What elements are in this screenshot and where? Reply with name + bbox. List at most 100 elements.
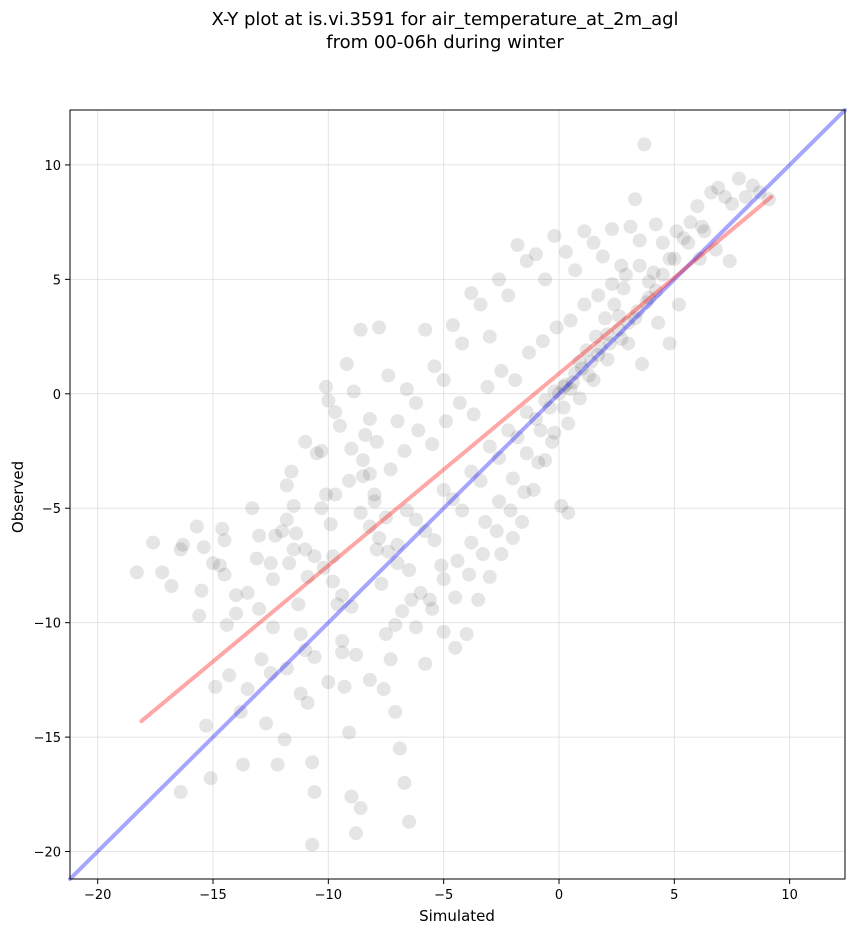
data-point (173, 785, 188, 800)
data-point (711, 180, 726, 195)
data-point (586, 373, 601, 388)
data-point (362, 466, 377, 481)
data-point (605, 222, 620, 237)
data-point (203, 771, 218, 786)
data-point (355, 453, 370, 468)
data-point (372, 320, 387, 335)
data-point (547, 384, 562, 399)
data-point (605, 276, 620, 291)
data-point (342, 473, 357, 488)
data-point (584, 354, 599, 369)
data-point (646, 265, 661, 280)
data-point (388, 704, 403, 719)
data-point (718, 189, 733, 204)
data-point (263, 556, 278, 571)
data-point (611, 322, 626, 337)
data-point (425, 601, 440, 616)
data-point (173, 542, 188, 557)
data-point (229, 588, 244, 603)
data-point (249, 551, 264, 566)
data-point (464, 286, 479, 301)
data-point (538, 272, 553, 287)
data-point (240, 585, 255, 600)
data-point (215, 521, 230, 536)
data-point (526, 482, 541, 497)
data-point (390, 556, 405, 571)
data-point (402, 814, 417, 829)
data-point (192, 608, 207, 623)
data-point (418, 524, 433, 539)
data-point (355, 469, 370, 484)
data-point (222, 668, 237, 683)
data-point (577, 297, 592, 312)
data-point (630, 304, 645, 319)
data-point (337, 679, 352, 694)
data-point (501, 288, 516, 303)
grid-lines (70, 110, 845, 879)
data-point (323, 517, 338, 532)
data-point (517, 485, 532, 500)
data-point (542, 400, 557, 415)
data-point (293, 627, 308, 642)
data-point (376, 682, 391, 697)
data-point (298, 643, 313, 658)
data-point (314, 501, 329, 516)
data-point (655, 267, 670, 282)
data-point (286, 542, 301, 557)
data-point (372, 530, 387, 545)
data-point (346, 384, 361, 399)
x-tick-label: −20 (84, 888, 111, 903)
data-point (383, 652, 398, 667)
axis-ticks: −20 −15 −10 −5 0 5 10 −20 −15 −10 −5 0 5 10 (34, 159, 798, 903)
data-point (545, 434, 560, 449)
data-point (510, 430, 525, 445)
data-point (217, 533, 232, 548)
data-point (275, 524, 290, 539)
reference-lines (68, 108, 847, 881)
data-point (362, 411, 377, 426)
data-point (549, 320, 564, 335)
data-point (240, 682, 255, 697)
data-point (722, 254, 737, 269)
data-point (519, 254, 534, 269)
data-point (235, 757, 250, 772)
data-point (556, 379, 571, 394)
data-point (436, 572, 451, 587)
data-point (694, 219, 709, 234)
data-point (284, 464, 299, 479)
data-point (591, 288, 606, 303)
data-point (683, 215, 698, 230)
data-point (568, 366, 583, 381)
data-point (600, 352, 615, 367)
data-point (528, 247, 543, 262)
data-point (616, 281, 631, 296)
data-point (427, 533, 442, 548)
data-point (330, 597, 345, 612)
data-point (305, 837, 320, 852)
data-point (383, 462, 398, 477)
data-point (628, 192, 643, 207)
y-axis-label: Observed (9, 461, 27, 533)
data-point (475, 547, 490, 562)
data-point (378, 510, 393, 525)
data-point (374, 576, 389, 591)
data-point (434, 558, 449, 573)
data-point (397, 775, 412, 790)
data-point (588, 329, 603, 344)
data-point (448, 640, 463, 655)
data-point (339, 357, 354, 372)
data-point (408, 395, 423, 410)
data-point (623, 219, 638, 234)
data-point (455, 503, 470, 518)
data-point (681, 235, 696, 250)
x-tick-label: −10 (315, 888, 342, 903)
data-point (189, 519, 204, 534)
data-point (129, 565, 144, 580)
data-point (639, 295, 654, 310)
data-point (671, 297, 686, 312)
data-point (362, 672, 377, 687)
data-point (522, 345, 537, 360)
data-point (427, 359, 442, 374)
data-point (206, 556, 221, 571)
data-point (618, 267, 633, 282)
